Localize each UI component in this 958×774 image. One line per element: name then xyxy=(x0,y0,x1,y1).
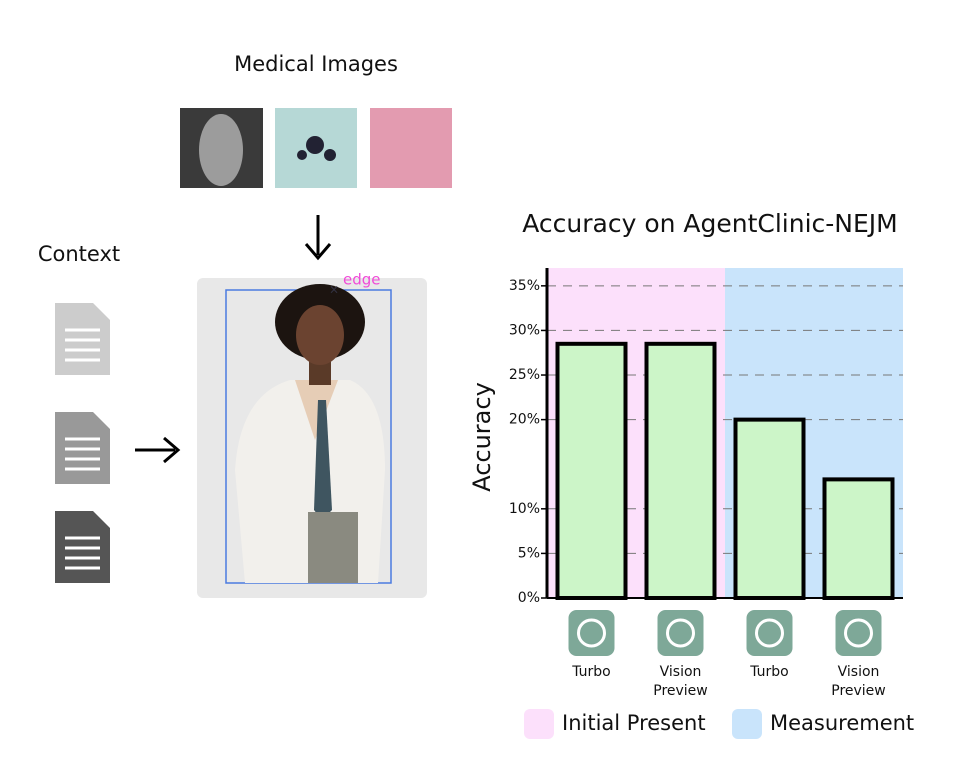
y-tick-label: 20% xyxy=(509,412,540,428)
y-tick-label: 0% xyxy=(518,590,540,606)
document-lines xyxy=(65,328,100,570)
legend-label: Measurement xyxy=(770,711,914,735)
doctor-face xyxy=(296,305,344,365)
bar xyxy=(555,341,628,601)
model-icon-glyph xyxy=(755,618,784,648)
model-icon xyxy=(657,610,704,656)
y-tick-label: 25% xyxy=(509,367,540,383)
histology-image xyxy=(370,108,452,188)
y-tick-label: 5% xyxy=(518,545,540,561)
bar xyxy=(822,477,895,601)
x-tick-label: Vision Preview xyxy=(653,664,708,699)
legend-swatch xyxy=(524,709,554,739)
y-tick-label: 35% xyxy=(509,278,540,294)
arrow xyxy=(304,243,332,261)
bar xyxy=(644,341,717,601)
microscopy-detail xyxy=(324,149,336,161)
y-tick-label: 30% xyxy=(509,322,540,338)
x-tick-label: Turbo xyxy=(571,664,611,680)
model-icon xyxy=(835,610,882,656)
microscopy-detail xyxy=(297,150,307,160)
arrow xyxy=(163,436,181,464)
model-icon xyxy=(746,610,793,656)
x-tick-label: Vision Preview xyxy=(831,664,886,699)
y-tick-label: 10% xyxy=(509,501,540,517)
x-tick-label: Turbo xyxy=(749,664,789,680)
chart-title: Accuracy on AgentClinic-NEJM xyxy=(522,209,898,238)
doctor-trousers xyxy=(308,512,358,583)
legend-swatch xyxy=(732,709,762,739)
ct-detail xyxy=(199,114,243,186)
model-icon-glyph xyxy=(577,618,606,648)
context-label: Context xyxy=(38,242,120,266)
edge-label: edge xyxy=(343,271,381,289)
model-icon-glyph xyxy=(666,618,695,648)
microscopy-detail xyxy=(306,136,324,154)
doctor-shirt xyxy=(295,380,338,440)
images-label: Medical Images xyxy=(234,52,398,76)
doctor-tie xyxy=(314,400,332,520)
y-axis-label: Accuracy xyxy=(468,382,496,492)
edge-marker: × xyxy=(329,283,339,297)
bar xyxy=(733,417,806,600)
legend-label: Initial Present xyxy=(562,711,706,735)
model-icon xyxy=(568,610,615,656)
model-icon-glyph xyxy=(844,618,873,648)
